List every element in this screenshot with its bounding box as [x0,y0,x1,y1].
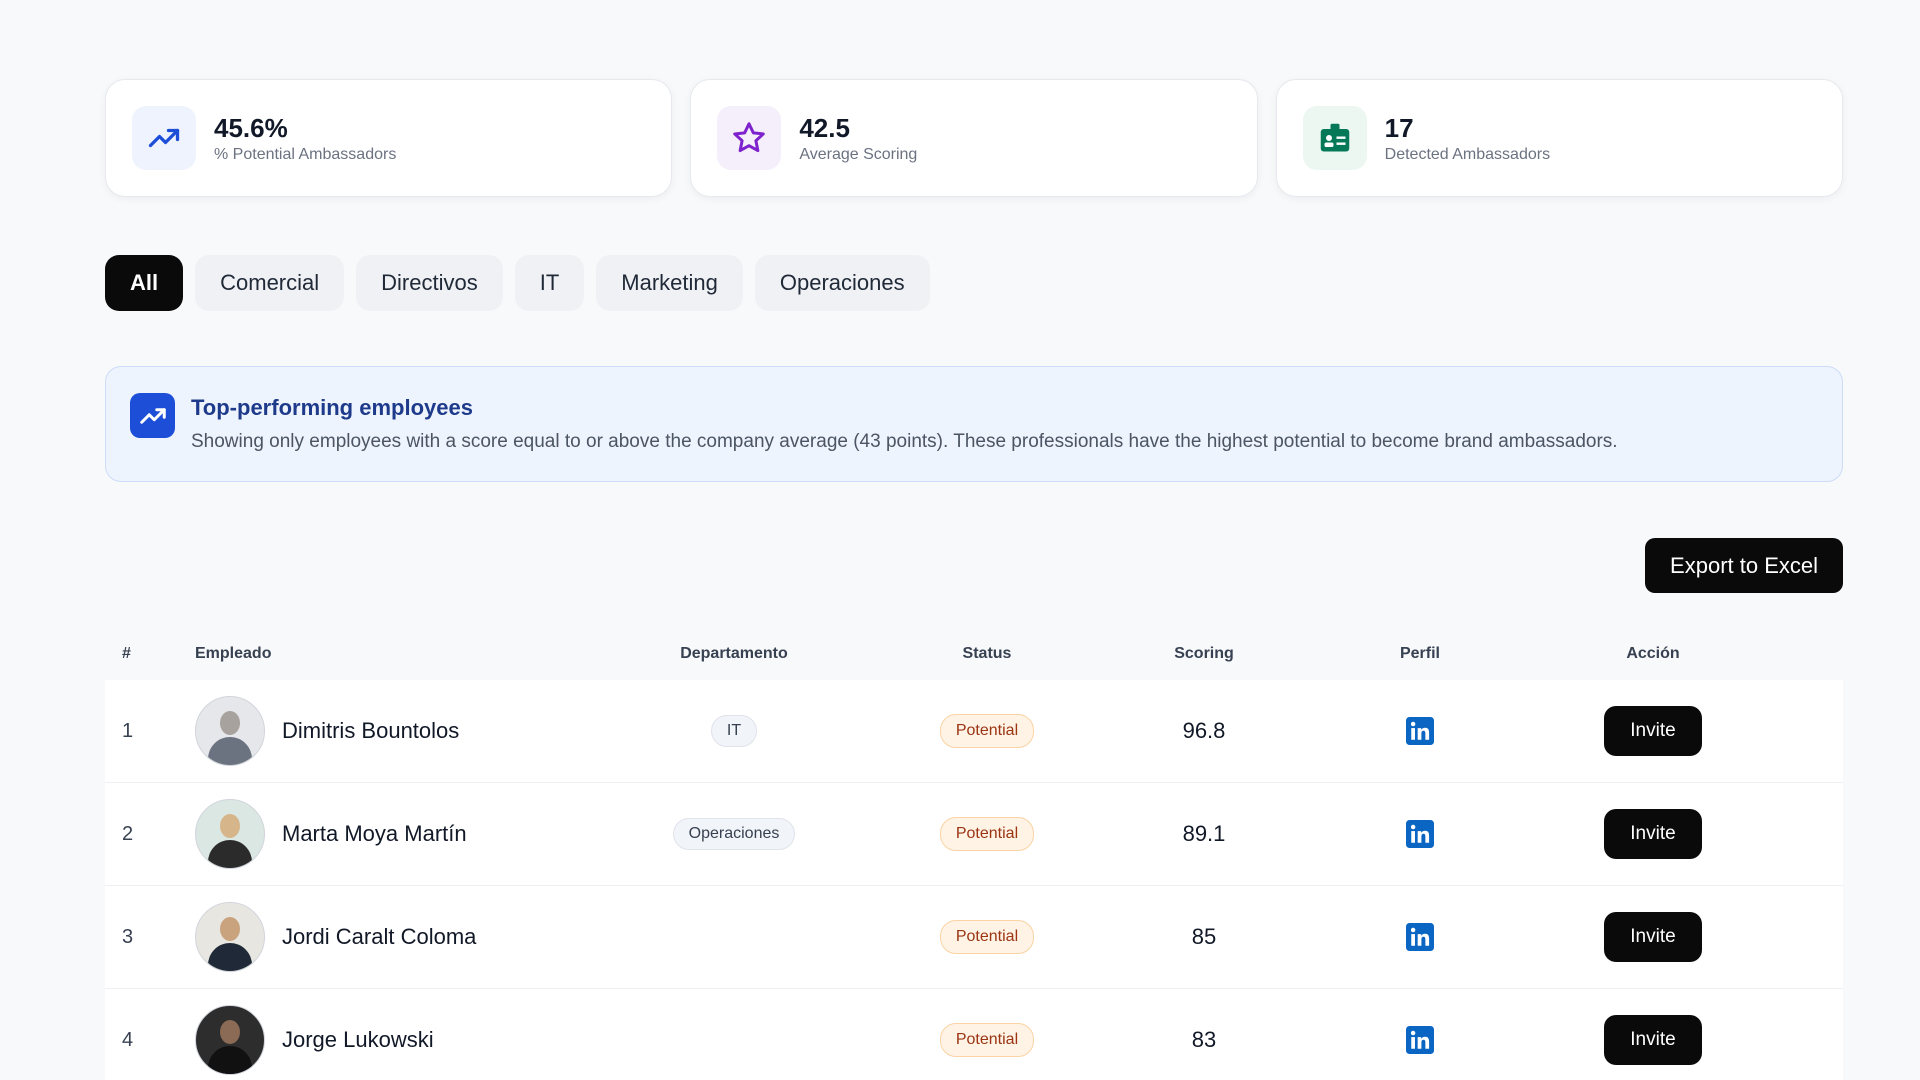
invite-button[interactable]: Invite [1604,1015,1702,1065]
id-badge-icon [1302,106,1367,170]
linkedin-icon[interactable] [1406,717,1434,745]
avatar [195,696,265,766]
action-cell: Invite [1553,706,1753,756]
department-cell: Operaciones [615,818,853,850]
filter-tab-all[interactable]: All [105,255,184,311]
row-number: 3 [122,925,134,948]
avatar [195,799,265,869]
stat-card-potential-ambassadors: 45.6% % Potential Ambassadors [105,79,673,197]
row-number: 1 [122,719,134,742]
status-cell: Potential [853,920,1121,954]
status-badge: Potential [939,714,1035,748]
banner-description: Showing only employees with a score equa… [191,431,1618,452]
employee-cell: Marta Moya Martín [195,799,615,869]
score-value: 89.1 [1182,821,1226,846]
stat-label: Average Scoring [799,145,918,163]
export-to-excel-button[interactable]: Export to Excel [1645,538,1843,593]
table-row: 3 Jordi Caralt Coloma Potential 85 [105,886,1843,989]
department-cell: IT [615,715,853,747]
department-filter-tabs: All Comercial Directivos IT Marketing Op… [105,255,1843,311]
row-number: 2 [122,822,134,845]
score-value: 85 [1191,924,1217,949]
filter-tab-directivos[interactable]: Directivos [356,255,503,311]
filter-tab-comercial[interactable]: Comercial [195,255,345,311]
employee-cell: Jorge Lukowski [195,1005,615,1075]
info-banner: Top-performing employees Showing only em… [105,366,1843,482]
action-cell: Invite [1553,809,1753,859]
action-cell: Invite [1553,1015,1753,1065]
stat-value: 17 [1384,112,1414,143]
employee-name: Jorge Lukowski [282,1027,434,1052]
header-action: Acción [1626,645,1680,662]
status-badge: Potential [939,920,1035,954]
status-cell: Potential [853,1023,1121,1057]
header-status[interactable]: Status [962,645,1012,662]
banner-title: Top-performing employees [191,395,473,420]
filter-tab-operaciones[interactable]: Operaciones [754,255,930,311]
invite-button[interactable]: Invite [1604,912,1702,962]
header-profile: Perfil [1399,645,1440,662]
status-cell: Potential [853,714,1121,748]
avatar [195,1005,265,1075]
profile-cell [1287,1026,1553,1054]
table-row: 1 Dimitris Bountolos IT Potential 96.8 [105,680,1843,783]
employee-cell: Dimitris Bountolos [195,696,615,766]
employee-cell: Jordi Caralt Coloma [195,902,615,972]
status-cell: Potential [853,817,1121,851]
star-icon [717,106,782,170]
filter-tab-marketing[interactable]: Marketing [596,255,743,311]
stat-label: % Potential Ambassadors [214,145,397,163]
profile-cell [1287,717,1553,745]
status-badge: Potential [939,817,1035,851]
invite-button[interactable]: Invite [1604,809,1702,859]
stat-label: Detected Ambassadors [1384,145,1551,163]
header-num: # [122,645,131,662]
invite-button[interactable]: Invite [1604,706,1702,756]
department-badge: IT [710,715,758,747]
row-number: 4 [122,1028,134,1051]
stat-card-detected-ambassadors: 17 Detected Ambassadors [1275,79,1843,197]
linkedin-icon[interactable] [1406,1026,1434,1054]
employee-name: Dimitris Bountolos [282,718,460,743]
avatar [195,902,265,972]
department-badge: Operaciones [672,818,796,850]
header-employee[interactable]: Empleado [195,645,272,662]
trending-up-icon [132,106,196,170]
trending-up-icon [130,393,175,438]
stats-row: 45.6% % Potential Ambassadors 42.5 Avera… [105,79,1843,197]
score-value: 96.8 [1182,718,1226,743]
table-header: # Empleado Departamento Status Scoring P… [105,628,1843,680]
status-badge: Potential [939,1023,1035,1057]
stat-value: 42.5 [799,112,850,143]
action-cell: Invite [1553,912,1753,962]
linkedin-icon[interactable] [1406,820,1434,848]
employee-name: Marta Moya Martín [282,821,467,846]
employee-name: Jordi Caralt Coloma [282,924,477,949]
score-value: 83 [1191,1027,1217,1052]
linkedin-icon[interactable] [1406,923,1434,951]
profile-cell [1287,923,1553,951]
stat-value: 45.6% [214,112,288,143]
table-row: 4 Jorge Lukowski Potential 83 [105,989,1843,1080]
table-row: 2 Marta Moya Martín Operaciones Potentia… [105,783,1843,886]
employees-table: # Empleado Departamento Status Scoring P… [105,628,1843,1080]
profile-cell [1287,820,1553,848]
header-department[interactable]: Departamento [680,645,788,662]
stat-card-average-scoring: 42.5 Average Scoring [690,79,1258,197]
filter-tab-it[interactable]: IT [514,255,585,311]
header-scoring[interactable]: Scoring [1174,645,1234,662]
